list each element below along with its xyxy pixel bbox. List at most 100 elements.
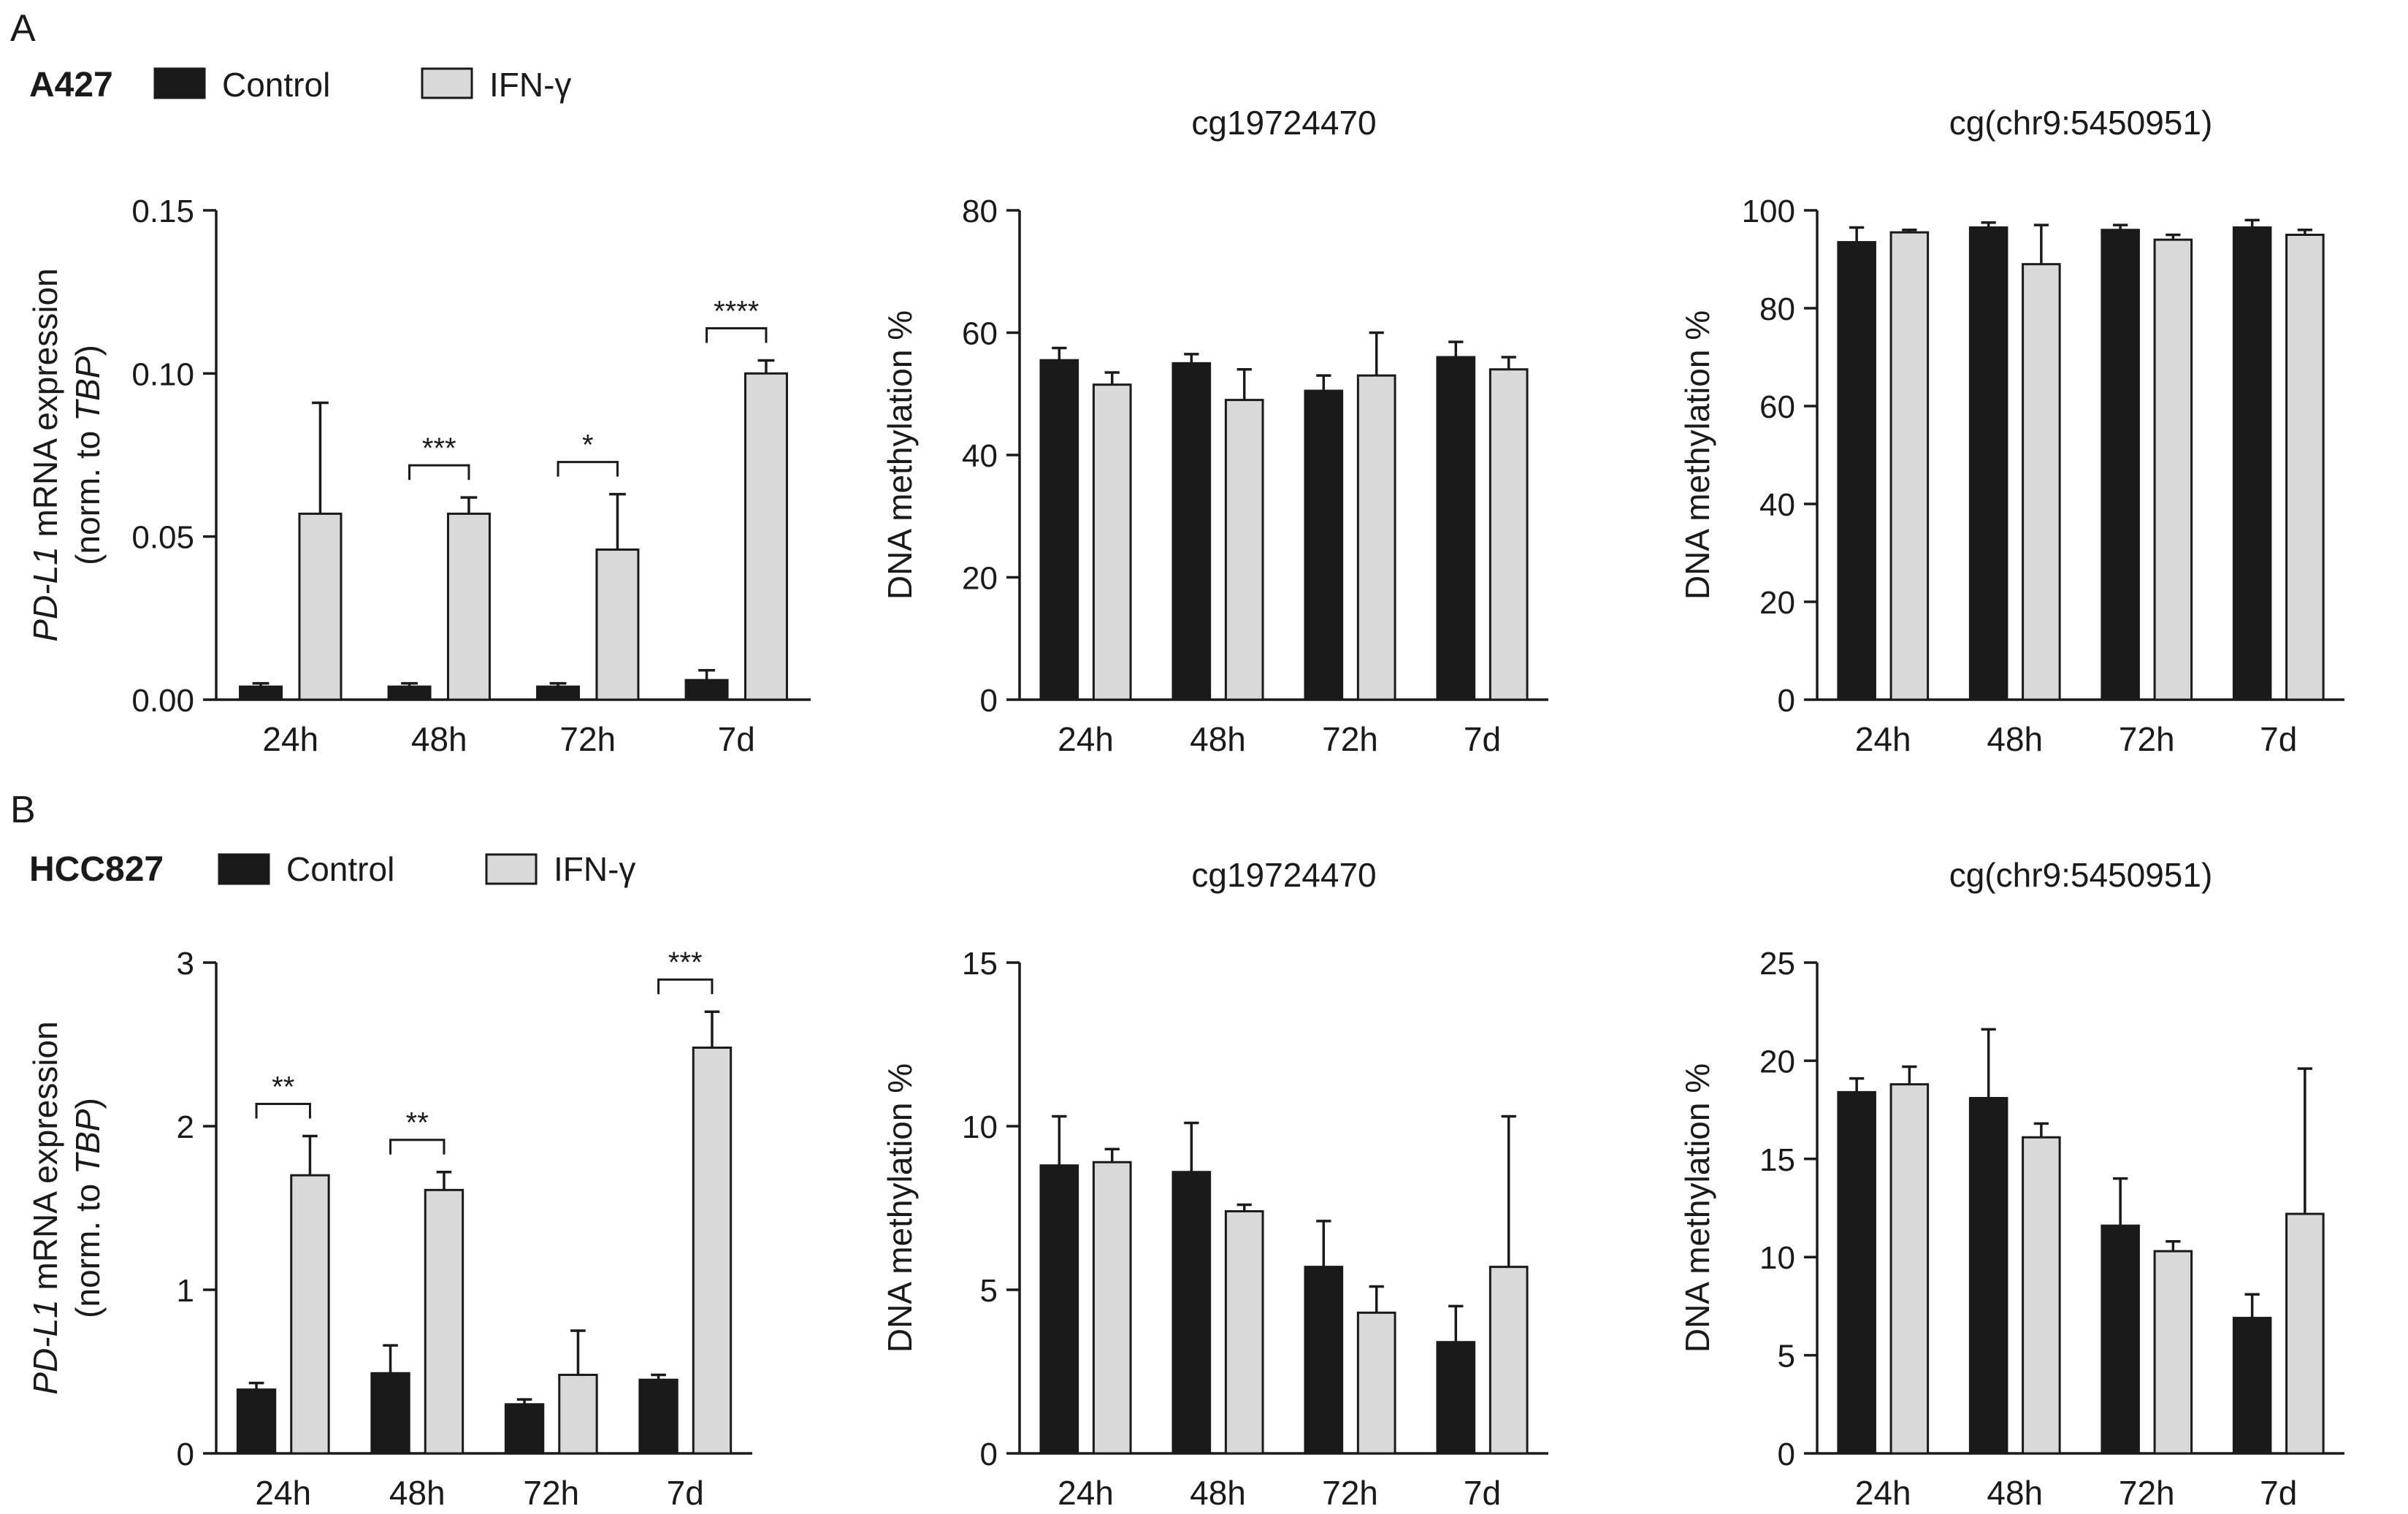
bar-ifng (692, 1046, 733, 1455)
bar-ifng (1356, 374, 1396, 701)
legend-a-control-swatch (153, 67, 206, 99)
significance-label: * (582, 429, 594, 462)
y-axis-label: DNA methylation % (1678, 1063, 1716, 1353)
legend-b-control-label: Control (286, 850, 394, 888)
y-tick-label: 0.10 (131, 356, 194, 392)
legend-b-ifng-label: IFN-γ (554, 850, 635, 888)
bar-control (1171, 1171, 1212, 1455)
significance-bracket (557, 461, 619, 477)
significance-label: ** (406, 1107, 429, 1139)
y-axis-label: PD-L1 mRNA expression (26, 268, 64, 641)
bar-ifng (744, 372, 788, 701)
y-tick-label: 20 (1759, 1044, 1795, 1079)
y-axis-label-italic: PD-L1 (26, 1299, 64, 1394)
bar-control (2232, 226, 2272, 701)
bar-ifng (2285, 234, 2325, 701)
y-axis-label-italic: TBP (69, 1109, 107, 1174)
bar-control (387, 685, 432, 701)
chart-hcc827-chr9: cg(chr9:5450951) 0 5 10 15 20 25 DNA methylatio… (1678, 856, 2344, 1512)
bar-ifng (1224, 399, 1264, 701)
y-tick-label: 60 (1759, 389, 1795, 425)
legend-a-ifng-label: IFN-γ (489, 66, 571, 104)
x-tick-label: 7d (2260, 1474, 2297, 1512)
significance-label: *** (422, 432, 456, 464)
y-tick-label: 20 (962, 561, 998, 597)
bar-control (370, 1372, 410, 1455)
bar-control (2101, 1224, 2140, 1455)
y-axis-label-text: mRNA expression (26, 268, 64, 546)
bar-control (1304, 389, 1344, 701)
x-tick-label: 72h (559, 720, 616, 758)
bar-control (536, 685, 581, 701)
y-tick-label: 5 (980, 1273, 998, 1309)
x-tick-label: 24h (262, 720, 318, 758)
panel-a-cell-line: A427 (29, 66, 113, 104)
bar-control (504, 1403, 545, 1455)
y-axis-label: DNA methylation % (881, 310, 919, 600)
legend-b-control-swatch (218, 853, 270, 885)
y-tick-label: 0.00 (131, 683, 194, 719)
y-axis-label-prefix: (norm. to (69, 1174, 107, 1318)
bar-control (1968, 1096, 2008, 1455)
y-tick-label: 40 (962, 438, 998, 474)
y-tick-label: 1 (177, 1273, 194, 1309)
bar-ifng (446, 512, 491, 701)
y-tick-label: 25 (1759, 946, 1795, 982)
significance-label: **** (714, 295, 759, 327)
bar-ifng (290, 1174, 330, 1455)
x-tick-label: 24h (1855, 720, 1911, 758)
bar-control (1171, 362, 1212, 701)
x-tick-label: 48h (411, 720, 467, 758)
bar-control (1039, 1164, 1079, 1455)
bar-control (1436, 1341, 1476, 1455)
y-axis-label-italic: PD-L1 (26, 546, 64, 641)
panel-a-label: A (10, 7, 36, 50)
y-axis-label: PD-L1 mRNA expression (26, 1021, 64, 1394)
x-tick-label: 48h (1987, 720, 2043, 758)
x-tick-label: 48h (1987, 1474, 2043, 1512)
x-tick-label: 72h (2119, 1474, 2175, 1512)
x-tick-label: 24h (1058, 720, 1114, 758)
y-tick-label: 40 (1759, 487, 1795, 523)
significance-bracket (408, 464, 470, 481)
bar-ifng (1889, 1083, 1930, 1455)
y-tick-label: 5 (1778, 1339, 1795, 1375)
y-tick-label: 0 (1778, 1437, 1795, 1472)
chart-a427-cg19724470: cg19724470 0 20 40 60 80 DNA methylation % 24h 4… (881, 104, 1548, 758)
x-tick-label: 72h (523, 1474, 579, 1512)
legend-a-control-label: Control (222, 66, 330, 104)
x-tick-label: 7d (718, 720, 755, 758)
x-tick-label: 72h (1322, 720, 1378, 758)
bar-control (239, 685, 283, 701)
x-tick-label: 7d (2260, 720, 2297, 758)
bar-ifng (1356, 1311, 1396, 1455)
y-tick-label: 2 (177, 1109, 194, 1145)
legend-a-ifng-swatch (421, 67, 473, 99)
y-axis-label-suffix: ) (69, 1098, 107, 1109)
bar-control (1304, 1266, 1344, 1455)
legend-b-ifng-swatch (485, 853, 538, 885)
significance-bracket (255, 1102, 311, 1119)
y-tick-label: 0 (980, 1437, 998, 1472)
bar-ifng (424, 1188, 465, 1455)
significance-bracket (657, 978, 714, 995)
y-tick-label: 0.15 (131, 194, 194, 229)
chart-hcc827-expression: 0 1 2 3 PD-L1 mRNA expression (norm. to TBP) 2… (26, 946, 752, 1512)
y-tick-label: 80 (962, 194, 998, 229)
bar-ifng (1488, 1266, 1529, 1455)
chart-a427-expression: 0.00 0.05 0.10 0.15 PD-L1 mRNA expression (no… (26, 194, 811, 758)
bar-control (236, 1388, 277, 1455)
y-tick-label: 0 (1778, 683, 1795, 719)
x-tick-label: 7d (667, 1474, 704, 1512)
y-axis-label-line2: (norm. to TBP) (69, 1098, 107, 1318)
chart-title: cg(chr9:5450951) (1949, 104, 2213, 142)
y-tick-label: 3 (177, 946, 194, 982)
x-tick-label: 72h (2119, 720, 2175, 758)
y-tick-label: 20 (1759, 585, 1795, 621)
x-tick-label: 48h (1190, 720, 1246, 758)
chart-title: cg19724470 (1191, 104, 1376, 142)
chart-hcc827-cg19724470: cg19724470 0 5 10 15 DNA methylation % 24h 48h 7… (881, 856, 1548, 1512)
bar-ifng (2153, 1250, 2193, 1455)
